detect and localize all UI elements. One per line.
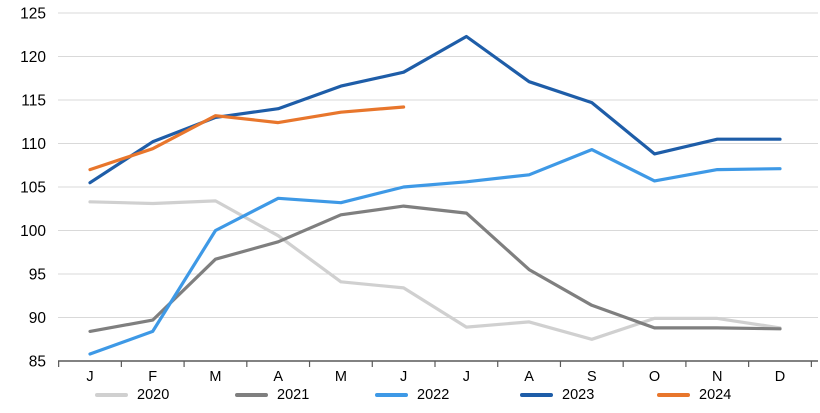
x-axis-label-1: F [148,369,157,385]
legend-swatch-2021 [235,393,268,397]
legend-item-2020: 2020 [95,388,169,403]
y-axis-label-120: 120 [20,49,46,66]
legend-label-2022: 2022 [417,386,450,403]
x-axis-label-0: J [86,369,93,385]
legend-label-2024: 2024 [699,386,732,403]
x-axis-label-10: N [712,369,722,385]
line-2022 [88,148,782,356]
legend-item-2021: 2021 [235,388,309,403]
legend-item-2022: 2022 [375,388,449,403]
y-axis-label-100: 100 [20,223,46,240]
y-axis-label-115: 115 [21,93,46,110]
legend-item-2023: 2023 [520,388,594,403]
legend-label-2021: 2021 [277,386,310,403]
legend-label-2023: 2023 [562,386,595,403]
x-axis-label-5: J [400,369,407,385]
y-axis-label-105: 105 [20,180,46,197]
chart-plot-area: 85 90 95 100 105 110 115 120 125 J F M A M J J A S O N D [20,6,818,385]
y-axis-label-90: 90 [29,310,47,327]
y-axis-label-85: 85 [29,354,46,371]
line-2024 [88,105,406,172]
line-2023 [88,34,782,185]
legend-item-2024: 2024 [657,388,731,403]
x-axis-label-9: O [649,369,660,385]
x-axis-label-3: A [273,369,283,385]
x-axis-label-6: J [463,369,470,385]
legend-swatch-2024 [657,393,690,397]
legend-swatch-2020 [95,393,128,397]
line-2020 [88,199,782,341]
y-axis-label-95: 95 [29,267,46,284]
chart-legend: 2020 2021 2022 2023 2024 [0,380,820,410]
x-axis-label-8: S [587,369,597,385]
y-axis-label-110: 110 [21,136,46,153]
line-2021 [88,204,782,333]
legend-swatch-2023 [520,393,553,397]
legend-label-2020: 2020 [137,386,170,403]
x-axis-label-2: M [209,369,221,385]
x-axis-label-11: D [775,369,785,385]
x-axis-label-4: M [335,369,347,385]
y-axis-label-125: 125 [20,6,46,23]
legend-swatch-2022 [375,393,408,397]
x-axis-label-7: A [524,369,534,385]
